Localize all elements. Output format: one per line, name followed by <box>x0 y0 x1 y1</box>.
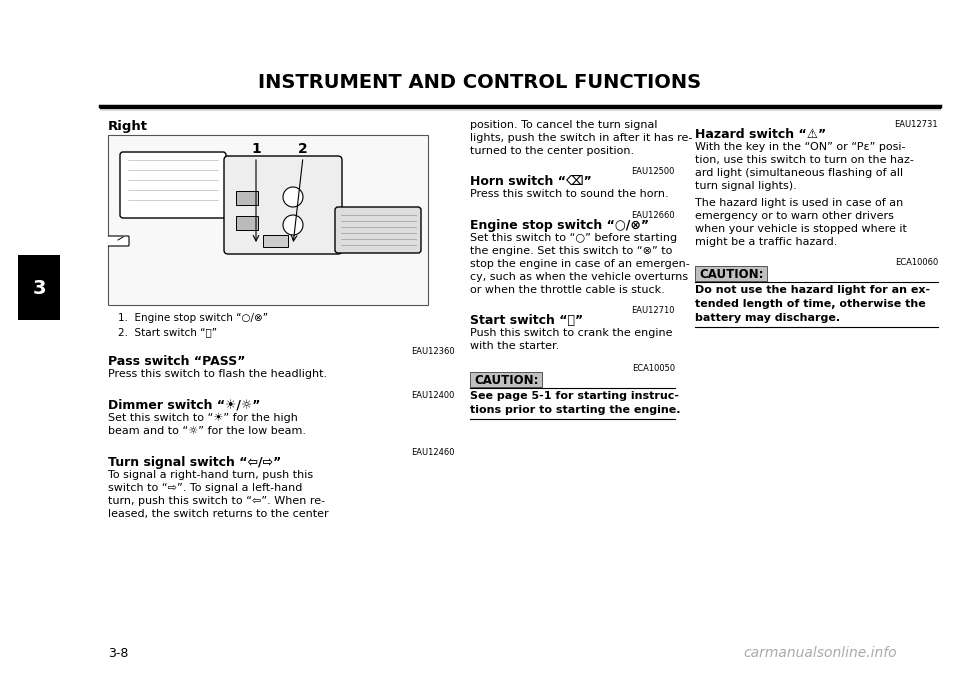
Text: Hazard switch “⚠”: Hazard switch “⚠” <box>695 128 827 141</box>
Text: emergency or to warn other drivers: emergency or to warn other drivers <box>695 211 894 221</box>
Text: switch to “⇨”. To signal a left-hand: switch to “⇨”. To signal a left-hand <box>108 483 302 493</box>
Text: Press this switch to flash the headlight.: Press this switch to flash the headlight… <box>108 369 327 379</box>
Text: Pass switch “PASS”: Pass switch “PASS” <box>108 355 246 368</box>
Text: INSTRUMENT AND CONTROL FUNCTIONS: INSTRUMENT AND CONTROL FUNCTIONS <box>258 73 702 92</box>
FancyBboxPatch shape <box>224 156 342 254</box>
Text: turn, push this switch to “⇦”. When re-: turn, push this switch to “⇦”. When re- <box>108 496 325 506</box>
Text: beam and to “☼” for the low beam.: beam and to “☼” for the low beam. <box>108 426 306 436</box>
FancyBboxPatch shape <box>335 207 421 253</box>
Text: Right: Right <box>108 120 148 133</box>
Text: EAU12660: EAU12660 <box>632 211 675 220</box>
Text: tended length of time, otherwise the: tended length of time, otherwise the <box>695 299 925 309</box>
Text: 1.  Engine stop switch “○/⊗”: 1. Engine stop switch “○/⊗” <box>118 313 268 323</box>
Text: Horn switch “⌫”: Horn switch “⌫” <box>470 175 591 188</box>
Text: EAU12360: EAU12360 <box>412 347 455 356</box>
Text: Do not use the hazard light for an ex-: Do not use the hazard light for an ex- <box>695 285 930 295</box>
Text: EAU12460: EAU12460 <box>412 448 455 457</box>
Text: Set this switch to “☀” for the high: Set this switch to “☀” for the high <box>108 413 298 423</box>
Text: turned to the center position.: turned to the center position. <box>470 146 635 156</box>
Text: lights, push the switch in after it has re-: lights, push the switch in after it has … <box>470 133 692 143</box>
Text: 3-8: 3-8 <box>108 647 129 660</box>
Text: the engine. Set this switch to “⊗” to: the engine. Set this switch to “⊗” to <box>470 246 672 256</box>
Text: 3: 3 <box>33 279 46 298</box>
Text: Set this switch to “○” before starting: Set this switch to “○” before starting <box>470 233 677 243</box>
Bar <box>18 255 60 320</box>
Text: CAUTION:: CAUTION: <box>474 374 539 387</box>
Text: With the key in the “ON” or “Pε” posi-: With the key in the “ON” or “Pε” posi- <box>695 142 905 152</box>
Circle shape <box>283 215 303 235</box>
Text: Dimmer switch “☀/☼”: Dimmer switch “☀/☼” <box>108 399 260 412</box>
Text: tions prior to starting the engine.: tions prior to starting the engine. <box>470 405 681 415</box>
Text: The hazard light is used in case of an: The hazard light is used in case of an <box>695 198 903 208</box>
Bar <box>470 372 542 387</box>
Text: Push this switch to crank the engine: Push this switch to crank the engine <box>470 328 673 338</box>
Text: with the starter.: with the starter. <box>470 341 560 351</box>
Text: 2.  Start switch “ⓐ”: 2. Start switch “ⓐ” <box>118 327 217 337</box>
Text: might be a traffic hazard.: might be a traffic hazard. <box>695 237 837 247</box>
Bar <box>236 191 258 205</box>
Text: CAUTION:: CAUTION: <box>699 268 763 281</box>
Text: 2: 2 <box>299 142 308 156</box>
Text: or when the throttle cable is stuck.: or when the throttle cable is stuck. <box>470 285 664 295</box>
Text: Press this switch to sound the horn.: Press this switch to sound the horn. <box>470 189 668 199</box>
Text: cy, such as when the vehicle overturns: cy, such as when the vehicle overturns <box>470 272 688 282</box>
Text: ard light (simultaneous flashing of all: ard light (simultaneous flashing of all <box>695 168 903 178</box>
Circle shape <box>283 187 303 207</box>
Text: ECA10050: ECA10050 <box>632 364 675 373</box>
FancyBboxPatch shape <box>107 236 129 246</box>
Text: tion, use this switch to turn on the haz-: tion, use this switch to turn on the haz… <box>695 155 914 165</box>
Text: leased, the switch returns to the center: leased, the switch returns to the center <box>108 509 328 519</box>
Text: Start switch “ⓐ”: Start switch “ⓐ” <box>470 314 583 327</box>
Text: battery may discharge.: battery may discharge. <box>695 313 840 323</box>
Text: position. To cancel the turn signal: position. To cancel the turn signal <box>470 120 658 130</box>
Text: Engine stop switch “○/⊗”: Engine stop switch “○/⊗” <box>470 219 649 232</box>
Bar <box>263 235 288 247</box>
Text: 1: 1 <box>252 142 261 156</box>
Text: To signal a right-hand turn, push this: To signal a right-hand turn, push this <box>108 470 313 480</box>
Text: Turn signal switch “⇦/⇨”: Turn signal switch “⇦/⇨” <box>108 456 281 469</box>
Text: carmanualsonline.info: carmanualsonline.info <box>743 646 897 660</box>
Text: EAU12731: EAU12731 <box>895 120 938 129</box>
Bar <box>236 216 258 230</box>
Text: stop the engine in case of an emergen-: stop the engine in case of an emergen- <box>470 259 689 269</box>
Text: EAU12710: EAU12710 <box>632 306 675 315</box>
Text: EAU12500: EAU12500 <box>632 167 675 176</box>
Text: See page 5-1 for starting instruc-: See page 5-1 for starting instruc- <box>470 391 679 401</box>
Bar <box>108 135 428 305</box>
Bar <box>695 266 767 281</box>
Text: ECA10060: ECA10060 <box>895 258 938 267</box>
Text: EAU12400: EAU12400 <box>412 391 455 400</box>
Text: turn signal lights).: turn signal lights). <box>695 181 797 191</box>
Text: when your vehicle is stopped where it: when your vehicle is stopped where it <box>695 224 907 234</box>
FancyBboxPatch shape <box>120 152 226 218</box>
